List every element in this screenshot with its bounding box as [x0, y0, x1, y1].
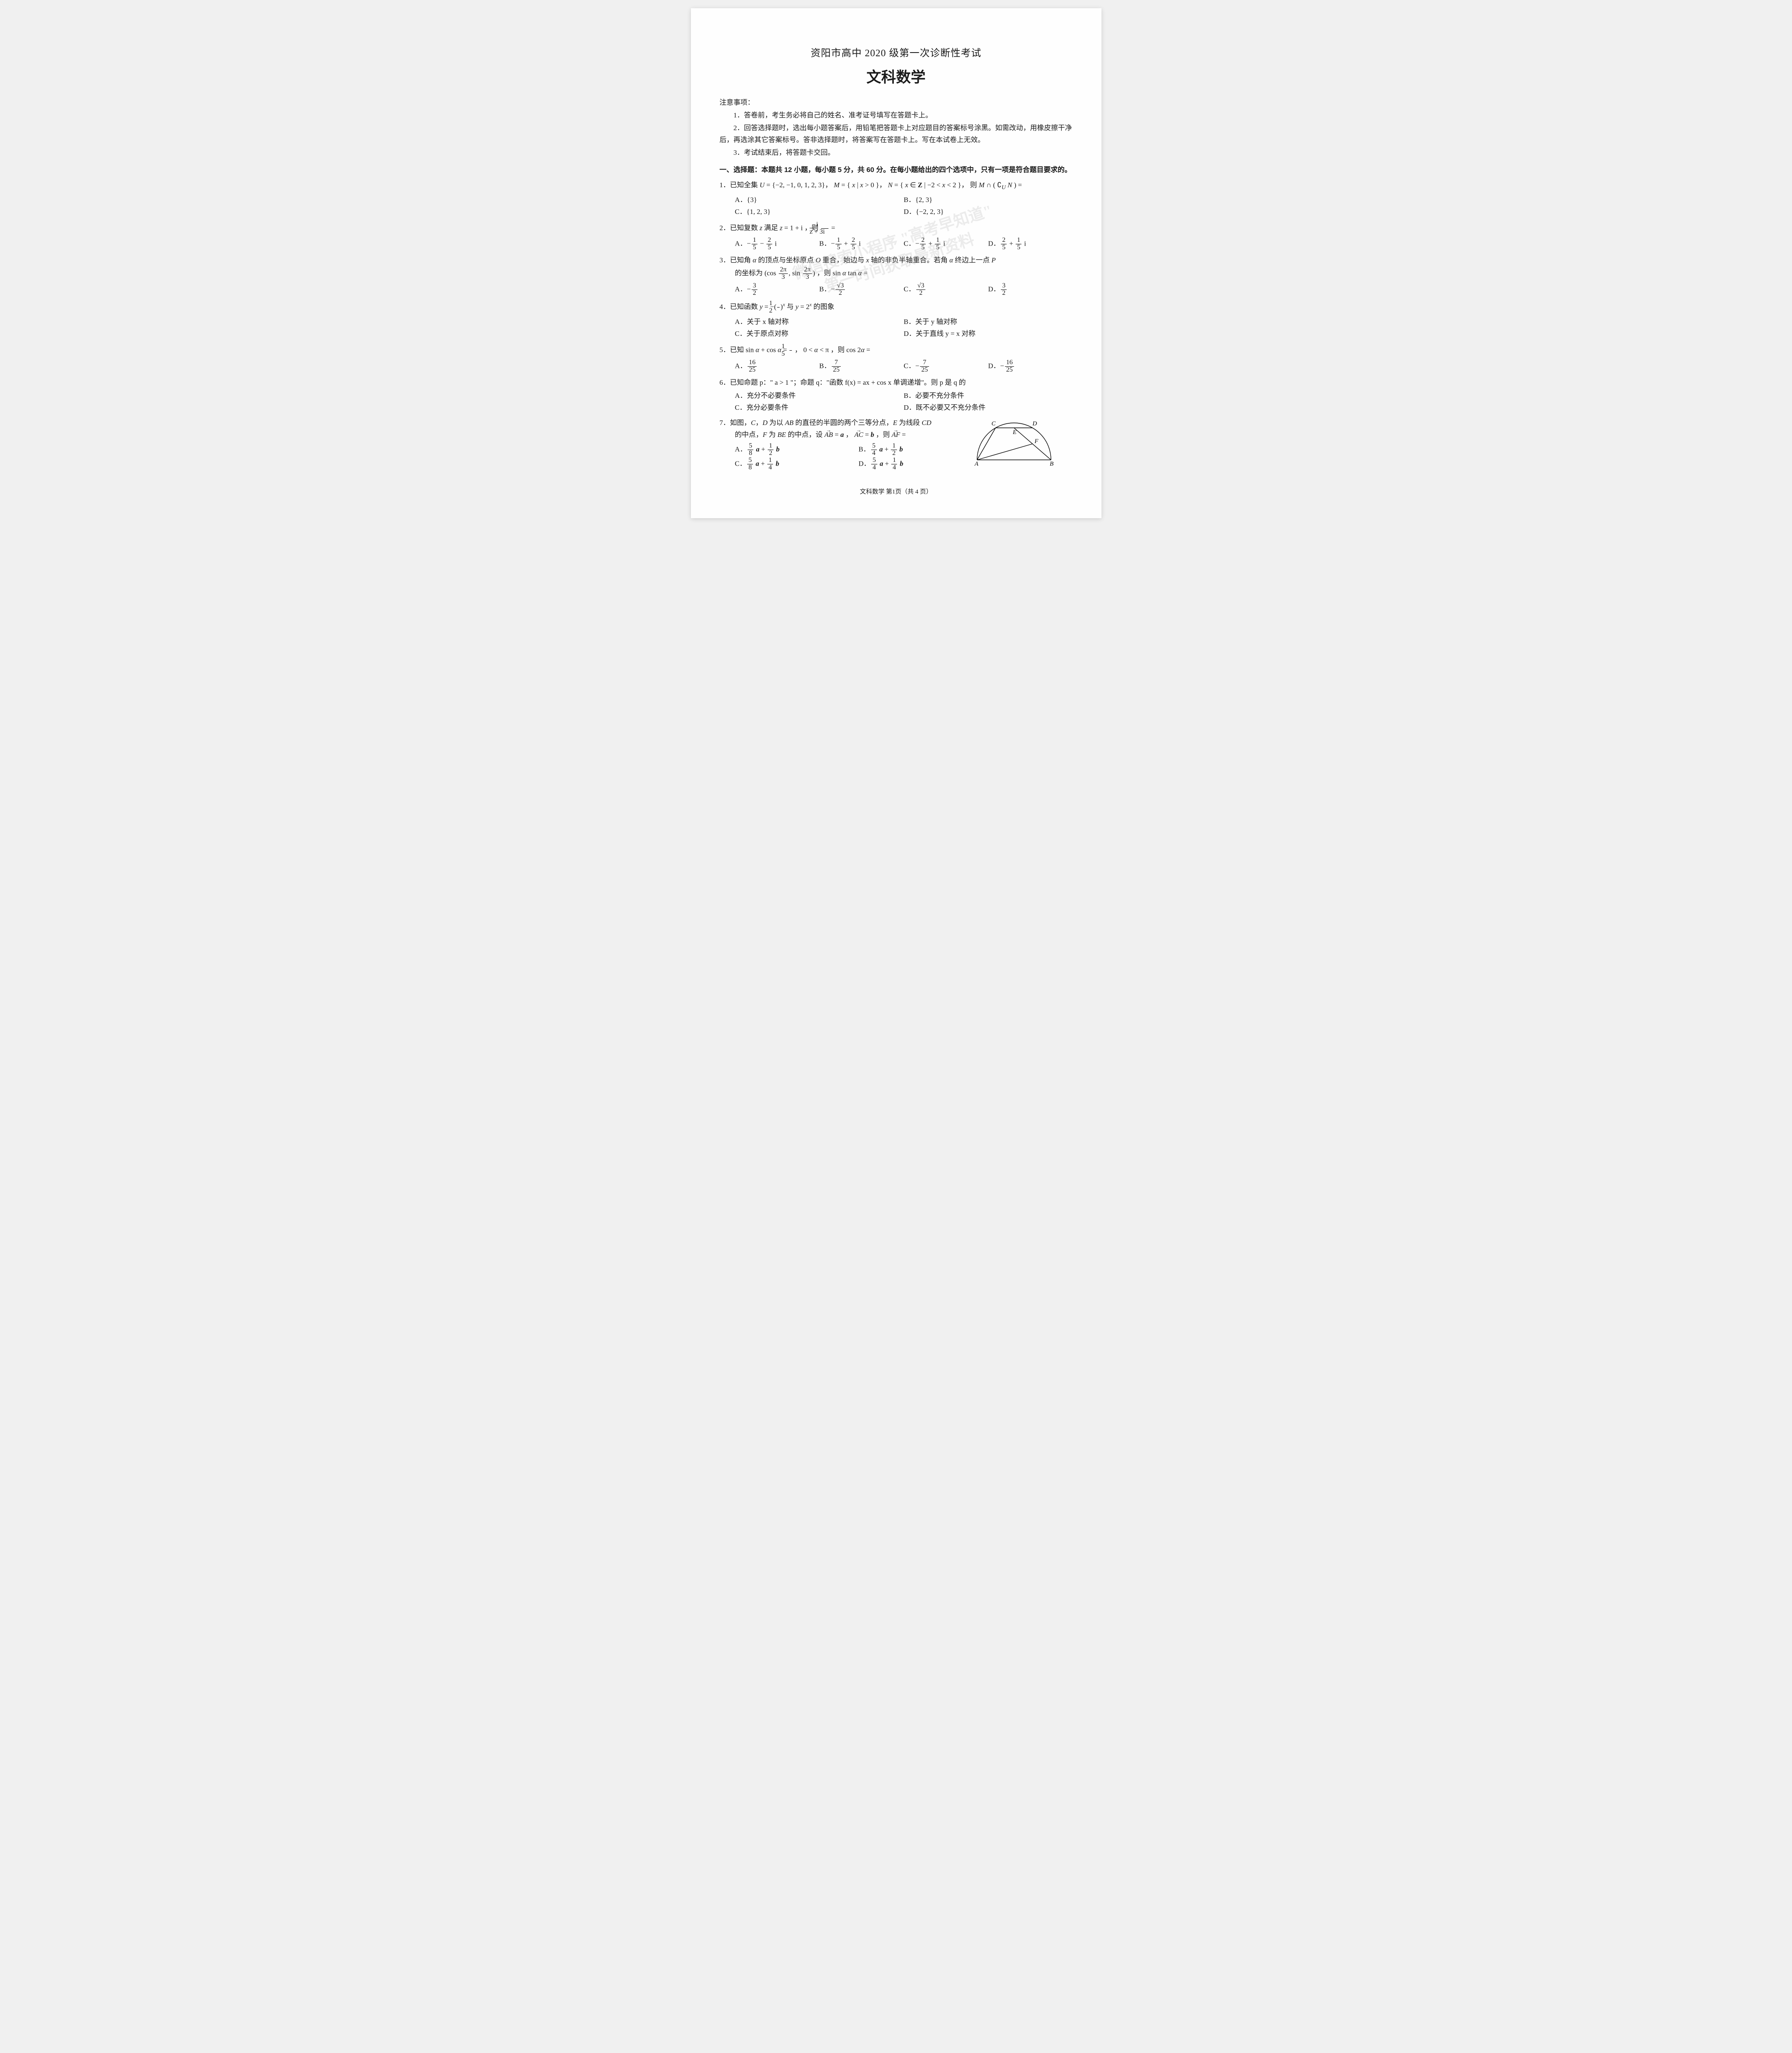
q3-optC: C．√32 — [904, 282, 988, 297]
q1-optD: D．{−2, 2, 3} — [904, 206, 1072, 218]
q5-optB: B．725 — [819, 359, 904, 374]
exam-page: 微信搜索小程序 "高考早知道" 第一时间获取最新资料 资阳市高中 2020 级第… — [691, 8, 1101, 518]
q7-diagram: A B C D E F — [987, 419, 1073, 472]
diagram-label-C: C — [991, 420, 996, 427]
q6-optB: B．必要不充分条件 — [904, 390, 1072, 402]
q3-optD: D．32 — [988, 282, 1073, 297]
q4-optA: A．关于 x 轴对称 — [735, 316, 904, 328]
note-3: 3．考试结束后，将答题卡交回。 — [720, 147, 1073, 159]
q1-num: 1． — [720, 181, 730, 189]
q6-optC: C．充分必要条件 — [735, 402, 904, 414]
title-line2: 文科数学 — [720, 64, 1073, 90]
diagram-label-B: B — [1050, 461, 1053, 467]
q5-optD: D．−1625 — [988, 359, 1073, 374]
q4-optC: C．关于原点对称 — [735, 328, 904, 340]
q3-optB: B．−√32 — [819, 282, 904, 297]
question-2: 2．已知复数 z 满足 z = 1 + i ，则 i z + 3i = A．−1… — [720, 221, 1073, 252]
q5-stem: 5．已知 sin α + cos α = 15 ， 0 < α < π ，则 c… — [735, 343, 1073, 358]
q6-stem: 6．已知命题 p：" a > 1 "；命题 q："函数 f(x) = ax + … — [735, 377, 1073, 389]
q4-optD: D．关于直线 y = x 对称 — [904, 328, 1072, 340]
q2-optC: C．−25 + 15 i — [904, 237, 988, 251]
q3-stem: 3．已知角 α 的顶点与坐标原点 O 重合，始边与 x 轴的非负半轴重合。若角 … — [735, 255, 1073, 266]
q5-optC: C．−725 — [904, 359, 988, 374]
question-5: 5．已知 sin α + cos α = 15 ， 0 < α < π ，则 c… — [720, 343, 1073, 374]
question-4: 4．已知函数 y = −(12)x 与 y = 2x 的图象 A．关于 x 轴对… — [720, 300, 1073, 340]
q4-num: 4． — [720, 303, 730, 310]
q1-optB: B．{2, 3} — [904, 194, 1072, 206]
section1-heading: 一、选择题：本题共 12 小题，每小题 5 分，共 60 分。在每小题给出的四个… — [720, 164, 1073, 176]
title-line1: 资阳市高中 2020 级第一次诊断性考试 — [720, 45, 1073, 62]
diagram-label-F: F — [1034, 438, 1039, 445]
q7-optD: D．54 a + 14 b — [858, 457, 982, 471]
q7-stem2: 的中点，F 为 BE 的中点，设 AB = a ， AC = b ，则 AF = — [735, 429, 982, 441]
note-1: 1．答卷前，考生务必将自己的姓名、准考证号填写在答题卡上。 — [720, 110, 1073, 122]
question-3: 3．已知角 α 的顶点与坐标原点 O 重合，始边与 x 轴的非负半轴重合。若角 … — [720, 255, 1073, 297]
q7-num: 7． — [720, 419, 730, 427]
diagram-label-A: A — [974, 461, 979, 467]
notes-heading: 注意事项： — [720, 97, 1073, 109]
q4-optB: B．关于 y 轴对称 — [904, 316, 1072, 328]
q2-optB: B．−15 + 25 i — [819, 237, 904, 251]
note-2: 2．回答选择题时，选出每小题答案后，用铅笔把答题卡上对应题目的答案标号涂黑。如需… — [720, 122, 1073, 146]
q6-optD: D．既不必要又不充分条件 — [904, 402, 1072, 414]
q4-stem: 4．已知函数 y = −(12)x 与 y = 2x 的图象 — [735, 300, 1073, 315]
q7-optB: B．54 a + 12 b — [858, 443, 982, 457]
page-footer: 文科数学 第1页（共 4 页） — [720, 487, 1073, 498]
question-6: 6．已知命题 p：" a > 1 "；命题 q："函数 f(x) = ax + … — [720, 377, 1073, 414]
q2-num: 2． — [720, 224, 730, 232]
q3-optA: A．−32 — [735, 282, 819, 297]
q2-optA: A．−15 − 25 i — [735, 237, 819, 251]
question-7: 7．如图，C，D 为以 AB 的直径的半圆的两个三等分点，E 为线段 CD 的中… — [720, 417, 1073, 472]
q7-optC: C．58 a + 14 b — [735, 457, 858, 471]
diagram-label-E: E — [1012, 429, 1016, 436]
q1-optC: C．{1, 2, 3} — [735, 206, 904, 218]
q2-optD: D．25 + 15 i — [988, 237, 1073, 251]
q6-optA: A．充分不必要条件 — [735, 390, 904, 402]
q7-optA: A．58 a + 12 b — [735, 443, 858, 457]
q3-stem2: 的坐标为 (cos 2π3, sin 2π3) ，则 sin α tan α = — [735, 266, 1073, 281]
q1-optA: A．{3} — [735, 194, 904, 206]
question-1: 1．已知全集 U = {−2, −1, 0, 1, 2, 3}， M = { x… — [720, 179, 1073, 218]
q2-stem: 2．已知复数 z 满足 z = 1 + i ，则 i z + 3i = — [735, 221, 1073, 236]
diagram-label-D: D — [1032, 420, 1037, 427]
q6-num: 6． — [720, 379, 730, 386]
q1-stem: 1．已知全集 U = {−2, −1, 0, 1, 2, 3}， M = { x… — [735, 179, 1073, 192]
q6-stemtext: 已知命题 p：" a > 1 "；命题 q："函数 f(x) = ax + co… — [730, 379, 966, 386]
q5-num: 5． — [720, 346, 730, 354]
q3-num: 3． — [720, 256, 730, 264]
q5-optA: A．1625 — [735, 359, 819, 374]
